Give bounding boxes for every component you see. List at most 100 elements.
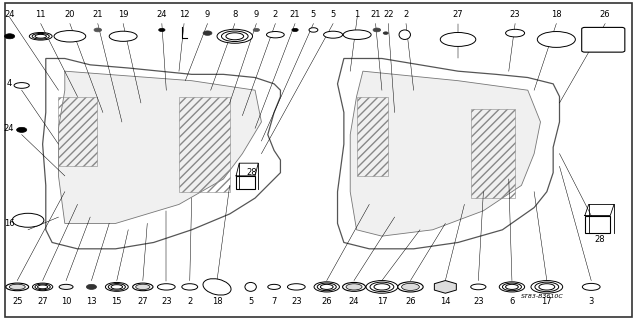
Ellipse shape	[32, 283, 53, 291]
Ellipse shape	[324, 31, 343, 38]
Ellipse shape	[440, 32, 476, 46]
Polygon shape	[59, 71, 261, 223]
Ellipse shape	[343, 30, 371, 39]
FancyBboxPatch shape	[582, 28, 625, 52]
Ellipse shape	[109, 31, 137, 41]
Text: 23: 23	[291, 297, 301, 306]
Text: 27: 27	[138, 297, 148, 306]
Ellipse shape	[537, 32, 575, 47]
Text: 28: 28	[247, 168, 257, 177]
Text: 23: 23	[473, 297, 483, 306]
Text: 23: 23	[510, 10, 520, 19]
Text: 23: 23	[161, 297, 171, 306]
Ellipse shape	[471, 284, 486, 290]
FancyBboxPatch shape	[585, 215, 610, 233]
Ellipse shape	[287, 284, 305, 290]
Text: 9: 9	[205, 10, 210, 19]
Ellipse shape	[343, 283, 366, 291]
Polygon shape	[338, 59, 559, 249]
FancyBboxPatch shape	[236, 176, 255, 188]
Text: 5: 5	[248, 297, 254, 306]
Text: 10: 10	[61, 297, 71, 306]
Text: 22: 22	[383, 10, 394, 19]
Text: 12: 12	[179, 10, 189, 19]
Ellipse shape	[182, 284, 197, 290]
Text: 26: 26	[322, 297, 332, 306]
Text: 9: 9	[254, 10, 259, 19]
Text: 5: 5	[311, 10, 316, 19]
Text: 20: 20	[64, 10, 75, 19]
Ellipse shape	[314, 282, 340, 292]
Ellipse shape	[268, 284, 280, 289]
Ellipse shape	[54, 31, 86, 42]
Text: 8: 8	[232, 10, 238, 19]
Text: 7: 7	[271, 297, 277, 306]
Text: 24: 24	[157, 10, 167, 19]
Text: ST83-B3610C: ST83-B3610C	[522, 294, 564, 299]
Text: 1: 1	[355, 10, 360, 19]
Text: 21: 21	[370, 10, 381, 19]
Ellipse shape	[87, 284, 97, 289]
Text: 3: 3	[589, 297, 594, 306]
Text: 21: 21	[290, 10, 300, 19]
Text: 2: 2	[403, 10, 409, 19]
Text: 11: 11	[36, 10, 46, 19]
Text: 26: 26	[405, 297, 416, 306]
Text: 18: 18	[551, 10, 562, 19]
Ellipse shape	[14, 83, 29, 88]
Polygon shape	[43, 59, 280, 249]
Ellipse shape	[6, 283, 29, 291]
Text: 24: 24	[349, 297, 359, 306]
Ellipse shape	[94, 28, 101, 32]
Text: 15: 15	[111, 297, 122, 306]
Ellipse shape	[401, 283, 419, 291]
Ellipse shape	[309, 28, 318, 32]
Text: 17: 17	[541, 297, 552, 306]
Ellipse shape	[245, 283, 256, 291]
Ellipse shape	[159, 28, 165, 32]
Ellipse shape	[12, 213, 44, 227]
Text: 28: 28	[595, 235, 605, 244]
Text: 26: 26	[600, 10, 610, 19]
Text: 5: 5	[331, 10, 336, 19]
Ellipse shape	[217, 29, 252, 43]
Text: 18: 18	[211, 297, 222, 306]
Ellipse shape	[10, 284, 25, 290]
Text: 4: 4	[6, 79, 11, 88]
Ellipse shape	[203, 279, 231, 295]
Ellipse shape	[4, 34, 15, 39]
Text: 2: 2	[273, 10, 278, 19]
Ellipse shape	[266, 32, 284, 38]
Text: 17: 17	[376, 297, 387, 306]
Ellipse shape	[506, 29, 525, 37]
Text: 27: 27	[38, 297, 48, 306]
Ellipse shape	[157, 284, 175, 290]
Ellipse shape	[29, 32, 52, 40]
Text: 16: 16	[4, 219, 14, 228]
Ellipse shape	[383, 32, 389, 34]
Ellipse shape	[17, 127, 27, 132]
Text: 21: 21	[92, 10, 103, 19]
Text: 19: 19	[118, 10, 129, 19]
Ellipse shape	[346, 284, 362, 290]
Ellipse shape	[132, 283, 153, 291]
Ellipse shape	[582, 284, 600, 290]
Polygon shape	[350, 71, 540, 236]
Ellipse shape	[253, 28, 259, 32]
Text: 24: 24	[4, 124, 14, 133]
Text: 6: 6	[509, 297, 515, 306]
Text: 14: 14	[440, 297, 450, 306]
Ellipse shape	[397, 282, 423, 292]
Ellipse shape	[373, 28, 381, 32]
Text: 13: 13	[86, 297, 97, 306]
Ellipse shape	[366, 281, 397, 293]
Ellipse shape	[59, 284, 73, 289]
Ellipse shape	[203, 31, 212, 35]
Ellipse shape	[531, 281, 562, 293]
Ellipse shape	[292, 28, 298, 32]
Ellipse shape	[105, 283, 128, 291]
Ellipse shape	[399, 30, 410, 39]
Text: 27: 27	[453, 10, 463, 19]
Ellipse shape	[499, 282, 525, 292]
Text: 24: 24	[4, 10, 15, 19]
